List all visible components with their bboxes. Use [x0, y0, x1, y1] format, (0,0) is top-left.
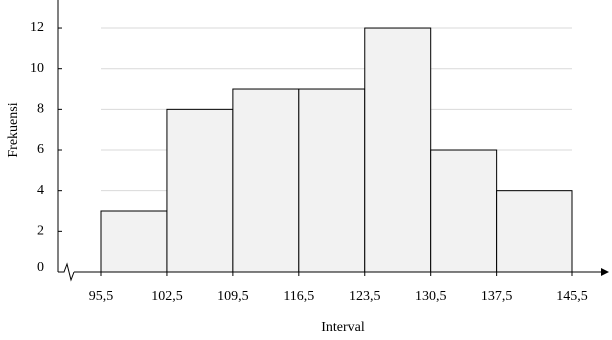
bar: [100, 210, 168, 273]
y-tick-label: 4: [37, 183, 44, 198]
x-tick-label: 123,5: [349, 289, 381, 304]
x-axis-title: Interval: [321, 320, 365, 335]
x-tick-label: 137,5: [481, 289, 513, 304]
x-tick-label: 95,5: [89, 289, 114, 304]
x-tick-label: 116,5: [283, 289, 314, 304]
y-tick-label: 8: [37, 102, 44, 117]
y-tick-label: 6: [37, 142, 44, 157]
bar: [496, 190, 573, 273]
x-tick-label: 102,5: [151, 289, 183, 304]
x-tick-label: 109,5: [217, 289, 249, 304]
x-tick-label: 130,5: [415, 289, 447, 304]
bar: [232, 88, 300, 273]
y-tick-label: 12: [30, 20, 44, 35]
y-tick-label: 2: [37, 224, 44, 239]
y-axis-title: Frekuensi: [6, 102, 21, 157]
bar: [298, 88, 366, 273]
x-tick-label: 145,5: [556, 289, 588, 304]
bar: [364, 27, 432, 273]
y-tick-label: 0: [37, 260, 44, 275]
y-tick-label: 10: [30, 61, 44, 76]
bar: [430, 149, 498, 273]
bar: [166, 108, 234, 273]
